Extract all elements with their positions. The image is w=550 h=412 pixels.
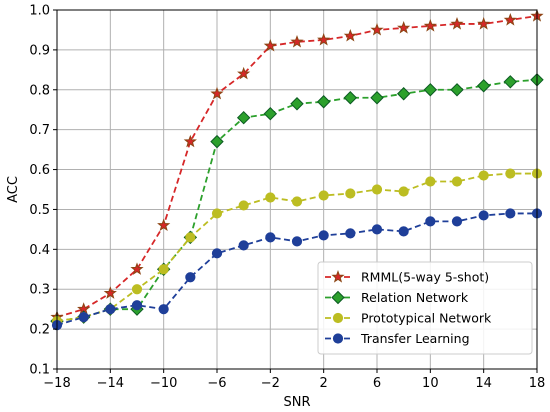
axis-ticks: −18 −14 −10 −6 −2 2 6 10 14 18 0.1 0.2 0.3 0.4 0.5 0.6 0… (29, 4, 545, 392)
data-point (78, 312, 89, 323)
y-axis-title: ACC (6, 176, 21, 203)
data-point (105, 304, 116, 315)
data-point (211, 208, 223, 219)
data-point (130, 262, 144, 275)
data-point (425, 216, 436, 227)
data-point (183, 134, 197, 148)
data-point (398, 226, 409, 237)
data-point (263, 107, 278, 121)
data-point (236, 110, 251, 125)
y-tick-label: 0.2 (29, 323, 50, 338)
data-point (131, 300, 143, 311)
data-point (103, 286, 117, 299)
data-point (211, 248, 223, 259)
x-tick-label: −18 (43, 376, 70, 391)
data-point (371, 224, 383, 235)
legend-label: Relation Network (361, 290, 469, 305)
x-tick-label: 6 (373, 376, 381, 391)
x-axis-title: SNR (283, 395, 310, 410)
data-point (157, 218, 171, 232)
data-point (423, 19, 437, 32)
data-point (210, 86, 224, 100)
legend-label: Prototypical Network (361, 311, 492, 326)
y-tick-label: 0.6 (29, 163, 50, 178)
data-point (238, 240, 249, 251)
data-point (290, 34, 304, 48)
data-point (397, 21, 411, 34)
data-point (505, 208, 516, 219)
y-tick-label: 0.4 (29, 243, 50, 258)
x-tick-label: −10 (150, 376, 177, 391)
data-point (237, 66, 251, 80)
y-tick-label: 0.3 (29, 283, 50, 298)
data-point (318, 190, 329, 201)
data-point (450, 83, 464, 97)
y-tick-label: 0.9 (29, 43, 50, 58)
legend-marker (331, 270, 345, 283)
y-tick-label: 0.1 (29, 363, 50, 378)
data-point (291, 196, 303, 207)
data-point (476, 79, 491, 93)
data-point (210, 134, 224, 149)
data-point (291, 236, 303, 247)
x-tick-label: 10 (422, 376, 439, 391)
legend-label: RMML(5-way 5-shot) (361, 270, 489, 285)
data-point (265, 232, 276, 243)
legend-marker (332, 312, 344, 324)
data-point (185, 272, 196, 283)
legend-label: Transfer Learning (360, 331, 470, 346)
data-point (396, 87, 411, 101)
y-tick-label: 1.0 (29, 4, 50, 19)
legend: RMML(5-way 5-shot) Relation Network Protot… (317, 261, 533, 355)
x-tick-label: −2 (261, 376, 280, 391)
data-point (451, 176, 463, 187)
legend-box (317, 261, 533, 355)
x-tick-label: −14 (97, 376, 124, 391)
x-tick-label: −6 (207, 376, 226, 391)
data-point (263, 38, 277, 52)
plot-frame (56, 9, 538, 370)
data-point (398, 186, 409, 197)
data-point (450, 17, 464, 30)
data-point (478, 210, 489, 221)
x-tick-label: 14 (475, 376, 492, 391)
data-point (477, 17, 491, 30)
y-tick-label: 0.8 (29, 83, 50, 98)
series-group (50, 9, 544, 331)
data-point (158, 264, 169, 275)
x-tick-label: 18 (529, 376, 546, 391)
data-point (318, 230, 329, 241)
data-point (131, 284, 143, 295)
data-point (478, 170, 489, 181)
data-point (317, 32, 331, 46)
legend-marker (332, 333, 344, 344)
data-point (343, 91, 358, 105)
data-point (371, 184, 383, 195)
data-point (158, 304, 169, 315)
data-point (316, 95, 331, 109)
x-tick-label: 2 (320, 376, 328, 391)
data-point (423, 83, 438, 97)
data-point (343, 28, 357, 42)
data-point (451, 216, 463, 227)
series-3 (51, 208, 543, 331)
data-point (238, 200, 249, 211)
y-tick-label: 0.7 (29, 123, 50, 138)
data-point (370, 91, 384, 105)
data-point (345, 228, 356, 239)
data-point (503, 75, 518, 89)
data-point (185, 232, 196, 243)
data-point (290, 97, 304, 111)
data-point (265, 192, 276, 203)
legend-marker (331, 290, 345, 305)
data-point (370, 23, 384, 36)
data-point (425, 176, 436, 187)
y-tick-label: 0.5 (29, 203, 50, 218)
data-point (345, 188, 356, 199)
data-point (505, 168, 516, 179)
data-point (503, 13, 517, 26)
